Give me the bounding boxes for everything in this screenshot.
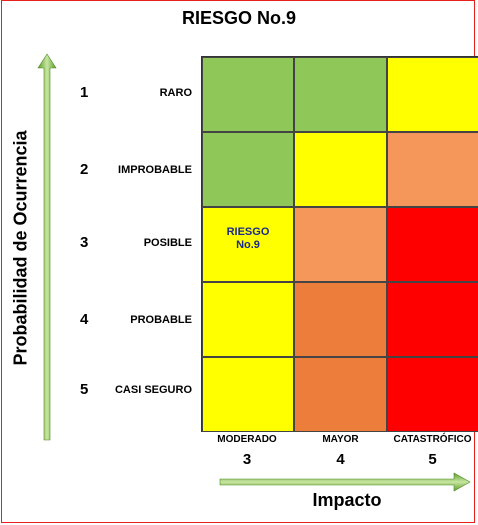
row-label: 5 CASI SEGURO bbox=[80, 381, 192, 401]
matrix-cell-risk-marker: RIESGO No.9 bbox=[202, 207, 294, 282]
row-number: 2 bbox=[80, 161, 89, 178]
matrix-cell bbox=[202, 357, 294, 432]
horizontal-arrow bbox=[219, 472, 471, 492]
row-number: 3 bbox=[80, 234, 89, 251]
row-text: RARO bbox=[159, 87, 192, 99]
matrix-cell bbox=[202, 57, 294, 132]
y-axis-label: Probabilidad de Ocurrencia bbox=[10, 130, 31, 366]
matrix-cell bbox=[202, 132, 294, 207]
risk-marker-label: RIESGO No.9 bbox=[226, 226, 270, 251]
row-text: POSIBLE bbox=[143, 237, 192, 249]
column-label: CATASTRÓFICO 5 bbox=[385, 434, 478, 468]
matrix-cell bbox=[387, 282, 478, 357]
column-text: MAYOR bbox=[322, 434, 359, 445]
matrix-cell bbox=[294, 282, 387, 357]
x-axis-label: Impacto bbox=[312, 490, 382, 510]
column-number: 3 bbox=[242, 451, 252, 468]
matrix-cell bbox=[387, 207, 478, 282]
column-number: 5 bbox=[428, 451, 437, 468]
row-text: CASI SEGURO bbox=[114, 384, 192, 396]
column-number: 4 bbox=[336, 451, 345, 468]
row-label: 4 PROBABLE bbox=[80, 311, 192, 331]
diagram-title: RIESGO No.9 bbox=[181, 8, 297, 28]
matrix-cell bbox=[294, 57, 387, 132]
matrix-cell bbox=[387, 57, 478, 132]
matrix-cell bbox=[202, 282, 294, 357]
vertical-arrow bbox=[37, 53, 57, 441]
row-number: 1 bbox=[80, 84, 89, 101]
column-text: CATASTRÓFICO bbox=[393, 434, 472, 445]
row-text: PROBABLE bbox=[130, 314, 192, 326]
matrix-cell bbox=[387, 357, 478, 432]
column-text: MODERADO bbox=[217, 434, 277, 445]
matrix-cell bbox=[294, 357, 387, 432]
row-label: 3 POSIBLE bbox=[80, 234, 192, 254]
matrix-cell bbox=[387, 132, 478, 207]
row-label: 1 RARO bbox=[80, 84, 192, 104]
row-number: 5 bbox=[80, 381, 89, 398]
row-number: 4 bbox=[80, 311, 89, 328]
matrix-cell bbox=[294, 207, 387, 282]
row-label: 2 IMPROBABLE bbox=[80, 161, 192, 181]
risk-matrix: RIESGO No.9 bbox=[201, 56, 478, 432]
row-text: IMPROBABLE bbox=[118, 164, 192, 176]
matrix-cell bbox=[294, 132, 387, 207]
column-label: MAYOR 4 bbox=[294, 434, 387, 468]
column-label: MODERADO 3 bbox=[201, 434, 293, 468]
